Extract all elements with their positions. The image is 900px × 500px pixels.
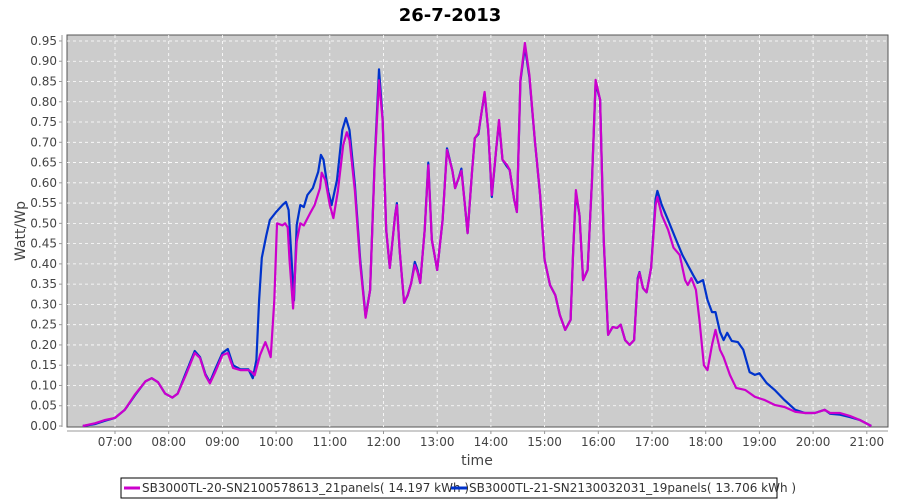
x-tick-label: 18:00 (688, 435, 723, 449)
y-tick-label: 0.65 (30, 156, 57, 170)
y-tick-label: 0.10 (30, 378, 57, 392)
x-tick-label: 10:00 (259, 435, 294, 449)
x-tick-label: 17:00 (635, 435, 670, 449)
legend-box (120, 477, 778, 499)
x-tick-label: 16:00 (581, 435, 616, 449)
x-tick-label: 13:00 (420, 435, 455, 449)
x-tick-label: 09:00 (205, 435, 240, 449)
legend-label-series-1: SB3000TL-20-SN2100578613_21panels( 14.19… (142, 481, 469, 495)
y-tick-label: 0.55 (30, 196, 57, 210)
x-tick-label: 15:00 (527, 435, 562, 449)
y-tick-label: 0.85 (30, 74, 57, 88)
y-tick-label: 0.20 (30, 338, 57, 352)
x-tick-label: 12:00 (366, 435, 401, 449)
y-tick-label: 0.15 (30, 358, 57, 372)
x-axis: 07:00 08:00 09:00 10:00 11:00 12:00 13:00 14:00… (67, 430, 888, 449)
y-tick-label: 0.90 (30, 54, 57, 68)
y-tick-label: 0.00 (30, 419, 57, 433)
y-tick-label: 0.30 (30, 297, 57, 311)
y-tick-label: 0.35 (30, 277, 57, 291)
y-tick-label: 0.45 (30, 237, 57, 251)
grid (67, 35, 888, 427)
x-axis-label: time (461, 453, 493, 469)
x-tick-label: 20:00 (796, 435, 831, 449)
x-tick-label: 14:00 (474, 435, 509, 449)
chart-title: 26-7-2013 (399, 5, 502, 26)
plot-area (66, 34, 889, 428)
y-tick-label: 0.75 (30, 115, 57, 129)
x-tick-label: 11:00 (313, 435, 348, 449)
x-tick-label: 21:00 (850, 435, 885, 449)
y-tick-label: 0.05 (30, 399, 57, 413)
y-tick-label: 0.70 (30, 135, 57, 149)
y-tick-label: 0.95 (30, 34, 57, 48)
x-tick-label: 07:00 (98, 435, 133, 449)
y-tick-label: 0.50 (30, 216, 57, 230)
y-tick-label: 0.60 (30, 176, 57, 190)
series-lines (82, 41, 872, 428)
series-line-1 (82, 41, 872, 428)
y-axis: 0.00 0.05 0.10 0.15 0.20 0.25 0.30 0.35 0.40 0.45… (30, 34, 63, 433)
y-tick-label: 0.25 (30, 318, 57, 332)
x-tick-label: 19:00 (742, 435, 777, 449)
y-tick-label: 0.80 (30, 95, 57, 109)
legend: SB3000TL-20-SN2100578613_21panels( 14.19… (120, 477, 796, 499)
legend-label-series-2: SB3000TL-21-SN2130032031_19panels( 13.70… (469, 481, 796, 495)
x-tick-label: 08:00 (151, 435, 186, 449)
y-axis-label: Watt/Wp (13, 201, 29, 261)
y-tick-label: 0.40 (30, 257, 57, 271)
